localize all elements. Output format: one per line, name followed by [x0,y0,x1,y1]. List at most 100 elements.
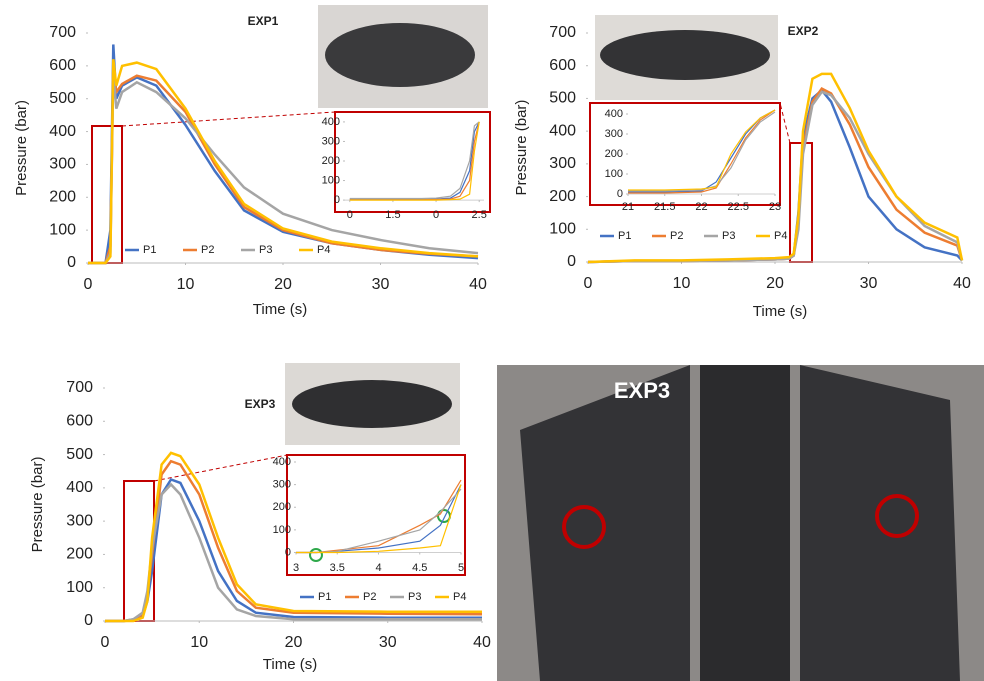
legend-label: P1 [618,230,631,242]
legend-label: P4 [774,230,787,242]
x-tick-label: 21 [622,201,634,213]
x-tick-label: 40 [469,276,487,293]
y-tick-label: 300 [322,135,340,147]
x-axis-label: Time (s) [753,303,807,320]
y-tick-label: 100 [549,221,576,238]
x-tick-label: 22 [695,201,707,213]
x-tick-label: 4 [375,562,381,574]
y-tick-label: 0 [67,254,76,271]
saddle-rib [700,365,790,681]
x-tick-label: 3.5 [330,562,345,574]
y-tick-label: 200 [549,188,576,205]
y-tick-label: 200 [322,155,340,167]
x-tick-label: 0 [84,276,93,293]
y-tick-label: 500 [49,90,76,107]
y-tick-label: 300 [49,156,76,173]
x-tick-label: 23 [769,201,781,213]
x-axis-label: Time (s) [253,301,307,318]
zoom-line [122,112,335,126]
figure: EXP3 0100200300400500600700010203040P1P2… [0,0,984,681]
y-tick-label: 0 [567,253,576,270]
photo-label: EXP3 [614,378,670,403]
y-tick-label: 100 [273,524,291,536]
x-tick-label: 10 [190,634,208,651]
x-tick-label: 0 [347,209,353,221]
y-tick-label: 400 [66,479,93,496]
chart-title: EXP1 [248,14,279,28]
inset-frame [335,112,490,212]
y-tick-label: 500 [549,90,576,107]
zoom-line [154,455,287,481]
zoom-box [92,126,122,263]
y-tick-label: 200 [66,546,93,563]
x-tick-label: 0 [584,275,593,292]
y-tick-label: 600 [66,413,93,430]
saddle-shape [325,23,475,87]
x-tick-label: 0 [101,634,110,651]
y-tick-label: 0 [84,612,93,629]
y-tick-label: 700 [549,24,576,41]
y-tick-label: 0 [285,546,291,558]
y-tick-label: 400 [49,123,76,140]
x-tick-label: 20 [274,276,292,293]
y-tick-label: 0 [334,194,340,206]
x-tick-label: 40 [953,275,971,292]
legend-label: P2 [363,591,376,603]
legend-label: P2 [670,230,683,242]
y-tick-label: 0 [617,188,623,200]
y-axis-label: Pressure (bar) [513,100,530,196]
y-axis-label: Pressure (bar) [29,457,46,553]
y-tick-label: 600 [49,57,76,74]
x-tick-label: 20 [285,634,303,651]
y-tick-label: 100 [66,579,93,596]
legend-label: P1 [143,244,156,256]
x-tick-label: 40 [473,634,491,651]
legend-label: P3 [408,591,421,603]
x-tick-label: 5 [458,562,464,574]
legend-label: P4 [453,591,466,603]
legend-label: P2 [201,244,214,256]
legend-label: P4 [317,244,330,256]
y-axis-label: Pressure (bar) [13,100,30,196]
x-tick-label: 10 [673,275,691,292]
y-tick-label: 600 [549,57,576,74]
zoom-box [124,481,154,621]
zoom-line [780,103,790,143]
y-tick-label: 100 [605,168,623,180]
y-tick-label: 400 [549,122,576,139]
y-tick-label: 200 [273,501,291,513]
x-tick-label: 22.5 [728,201,749,213]
y-tick-label: 400 [605,108,623,120]
chart-title: EXP2 [788,24,819,38]
y-tick-label: 300 [66,512,93,529]
x-tick-label: 3 [293,562,299,574]
y-tick-label: 200 [49,189,76,206]
saddle-shape [292,380,452,428]
y-tick-label: 700 [66,379,93,396]
x-tick-label: 4.5 [412,562,427,574]
saddle-shape [600,30,770,80]
x-tick-label: 30 [860,275,878,292]
x-tick-label: 30 [372,276,390,293]
chart-title: EXP3 [245,397,276,411]
x-tick-label: 2.5 [472,209,487,221]
x-tick-label: 0 [433,209,439,221]
legend-label: P3 [722,230,735,242]
y-tick-label: 400 [273,456,291,468]
x-tick-label: 1.5 [385,209,400,221]
y-tick-label: 100 [322,174,340,186]
x-axis-label: Time (s) [263,656,317,673]
x-tick-label: 10 [177,276,195,293]
x-tick-label: 30 [379,634,397,651]
y-tick-label: 100 [49,221,76,238]
y-tick-label: 300 [605,128,623,140]
legend-label: P1 [318,591,331,603]
x-tick-label: 21.5 [654,201,675,213]
y-tick-label: 700 [49,24,76,41]
y-tick-label: 200 [605,148,623,160]
y-tick-label: 500 [66,446,93,463]
y-tick-label: 400 [322,116,340,128]
y-tick-label: 300 [549,155,576,172]
x-tick-label: 20 [766,275,784,292]
y-tick-label: 300 [273,479,291,491]
